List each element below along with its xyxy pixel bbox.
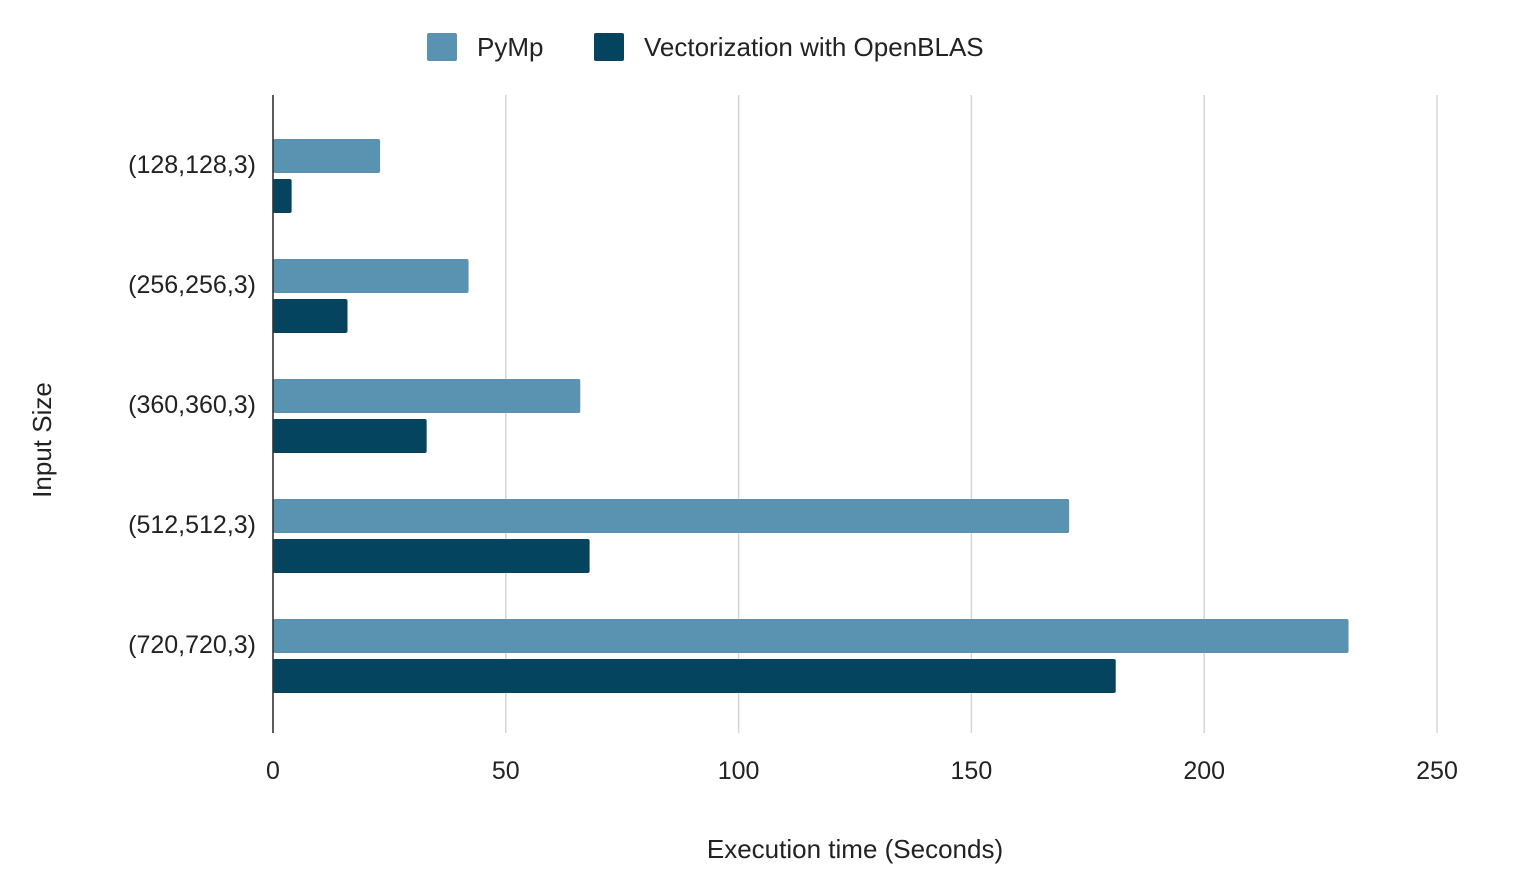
bar-pymp-1: [273, 259, 469, 293]
y-category-labels: (128,128,3) (256,256,3) (360,360,3) (512,51…: [128, 151, 256, 659]
bar-pymp-2: [273, 379, 581, 413]
y-category-label: (720,720,3): [128, 631, 256, 659]
legend-swatch-pymp: [427, 33, 457, 61]
bars: [273, 139, 1349, 693]
x-tick-label: 200: [1183, 757, 1225, 785]
bar-openblas-2: [273, 419, 427, 453]
bar-pymp-0: [273, 139, 381, 173]
y-category-label: (360,360,3): [128, 391, 256, 419]
x-tick-label: 100: [718, 757, 760, 785]
bar-openblas-0: [273, 179, 292, 213]
y-category-label: (512,512,3): [128, 511, 256, 539]
x-tick-label: 250: [1416, 757, 1458, 785]
bar-openblas-4: [273, 659, 1116, 693]
bar-openblas-1: [273, 299, 348, 333]
legend-swatch-openblas: [594, 33, 624, 61]
bar-pymp-4: [273, 619, 1349, 653]
y-axis-label: Input Size: [27, 382, 57, 498]
x-tick-label: 50: [492, 757, 520, 785]
legend: PyMp Vectorization with OpenBLAS: [427, 32, 984, 62]
legend-label-openblas: Vectorization with OpenBLAS: [644, 32, 984, 62]
x-tick-label: 0: [266, 757, 280, 785]
y-category-label: (256,256,3): [128, 271, 256, 299]
bar-openblas-3: [273, 539, 590, 573]
bar-pymp-3: [273, 499, 1070, 533]
legend-label-pymp: PyMp: [477, 32, 543, 62]
x-tick-label: 150: [951, 757, 993, 785]
y-category-label: (128,128,3): [128, 151, 256, 179]
x-axis-label: Execution time (Seconds): [707, 834, 1003, 864]
x-tick-labels: 0 50 100 150 200 250: [266, 757, 1458, 785]
